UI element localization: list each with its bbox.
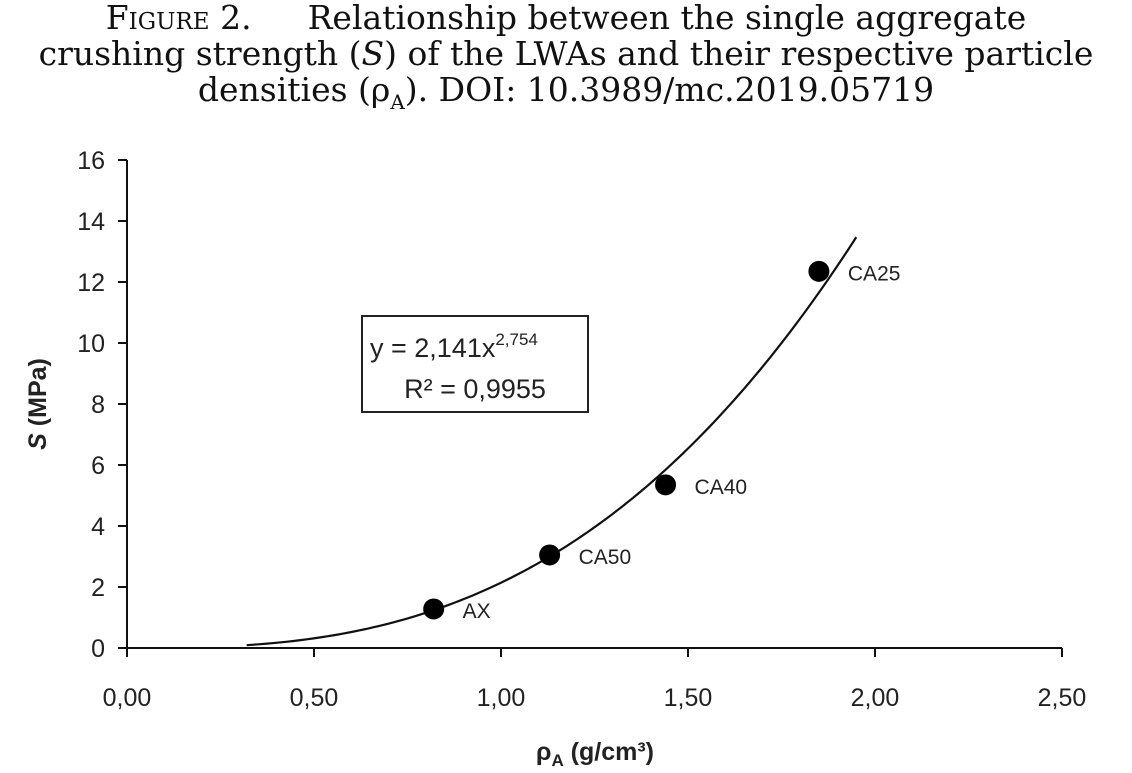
point-label-ca50: CA50: [579, 546, 632, 569]
y-axis-title-symbol: S: [24, 433, 52, 450]
caption-line-3-text-b: ). DOI: 10.3989/mc.2019.05719: [404, 70, 935, 109]
caption-line-2-text-b: ) of the LWAs and their respective parti…: [384, 34, 1094, 73]
x-tick-label: 1,50: [664, 684, 713, 712]
point-label-ax: AX: [463, 600, 491, 623]
equation-box: y = 2,141x2,754 R² = 0,9955: [361, 315, 589, 413]
data-point-ca25: [808, 260, 830, 282]
caption-line-1-text: Relationship between the single aggregat…: [307, 0, 1027, 37]
y-tick-label: 14: [77, 208, 105, 236]
caption-line-2: crushing strength (S) of the LWAs and th…: [0, 36, 1132, 72]
caption-line-1: Figure 2. Relationship between the single…: [0, 0, 1132, 36]
caption-line-2-text-a: crushing strength (: [38, 34, 362, 73]
y-tick-label: 8: [91, 391, 105, 419]
fit-curve-layer: [246, 236, 858, 647]
x-tick-label: 0,00: [103, 684, 152, 712]
caption-line-3: densities (ρA). DOI: 10.3989/mc.2019.057…: [0, 70, 1132, 113]
y-tick-label: 4: [91, 513, 105, 541]
fit-curve: [246, 236, 858, 647]
point-label-ca25: CA25: [848, 262, 901, 285]
y-axis-title-units: (MPa): [24, 358, 52, 433]
data-point-ca50: [539, 544, 561, 566]
equation-exponent: 2,754: [495, 330, 538, 349]
y-tick-label: 2: [91, 574, 105, 602]
figure-label: Figure 2.: [105, 0, 252, 37]
x-tick-label: 0,50: [290, 684, 339, 712]
y-tick-label: 6: [91, 452, 105, 480]
x-axis-title: ρA (g/cm³): [536, 738, 654, 770]
x-tick-label: 2,50: [1038, 684, 1087, 712]
y-axis-title: S (MPa): [24, 358, 52, 450]
equation-text: y = 2,141x2,754: [370, 330, 538, 363]
x-tick-label: 2,00: [851, 684, 900, 712]
data-points-layer: AX CA50 CA40 CA25: [423, 260, 901, 623]
x-axis-title-rho: ρ: [536, 738, 551, 766]
x-axis-title-units: (g/cm³): [564, 738, 654, 766]
data-point-ca40: [655, 474, 677, 496]
x-axis-title-subscript: A: [551, 751, 563, 770]
equation-base: y = 2,141x: [370, 333, 496, 363]
figure-caption: Figure 2. Relationship between the single…: [0, 0, 1132, 113]
y-tick-label: 12: [77, 269, 105, 297]
data-point-ax: [423, 598, 445, 620]
y-tick-label: 10: [77, 330, 105, 358]
chart-axes: 0 2 4 6 8 10 12 14 16 0,00 0,50 1,00 1,50 2,00 2,50: [77, 147, 1086, 712]
equation-box-frame: [361, 315, 589, 413]
r-squared-text: R² = 0,9955: [404, 374, 546, 404]
x-tick-label: 1,00: [477, 684, 526, 712]
y-tick-label: 0: [91, 635, 105, 663]
caption-line-3-text-a: densities (ρ: [197, 70, 391, 109]
caption-subscript-a: A: [390, 90, 405, 114]
point-label-ca40: CA40: [695, 476, 748, 499]
y-tick-label: 16: [77, 147, 105, 175]
caption-symbol-s: S: [361, 34, 385, 73]
